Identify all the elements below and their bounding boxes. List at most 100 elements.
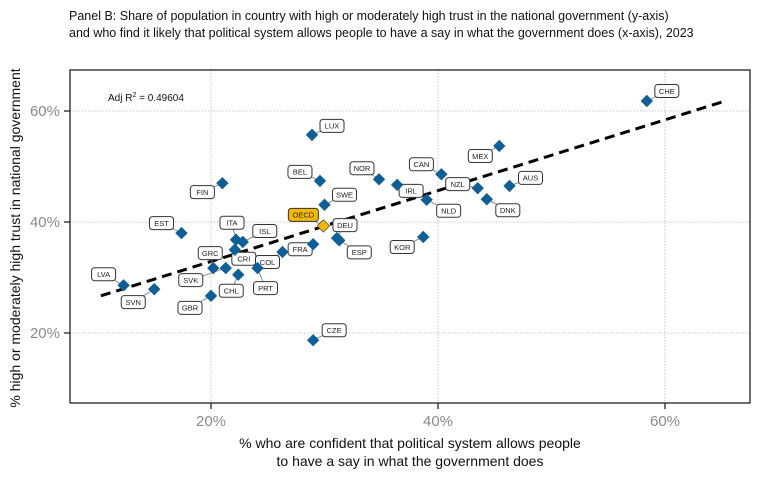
label-text: LVA (97, 270, 110, 279)
label-box (349, 161, 375, 176)
point-markers (117, 94, 654, 347)
label-text: ITA (226, 219, 237, 228)
x-tick-label: 20% (196, 413, 226, 430)
label-box (197, 246, 223, 261)
label-ita: ITA (219, 215, 245, 240)
point-aus (503, 179, 516, 193)
label-nor: NOR (349, 161, 380, 180)
point-esp (333, 234, 346, 247)
label-box (177, 300, 203, 315)
label-box (178, 273, 204, 288)
label-text: CRI (237, 255, 250, 264)
label-box (287, 207, 319, 222)
gridlines (70, 70, 750, 403)
label-box (467, 148, 493, 163)
label-text: DEU (337, 221, 353, 230)
point-ita (229, 233, 243, 246)
point-nzl (471, 181, 484, 195)
label-text: NOR (354, 164, 371, 173)
data-points: LVA SVN EST FIN GBR GRC SVK CHL ITA ISL CRI PRT COL F… (91, 84, 680, 347)
label-text: IRL (405, 187, 417, 196)
label-text: EST (154, 219, 169, 228)
label-box (389, 239, 415, 254)
label-text: OECD (293, 211, 315, 220)
label-che: CHE (646, 84, 680, 102)
label-lva: LVA (91, 267, 124, 286)
label-nld: NLD (426, 199, 462, 218)
label-cze: CZE (312, 323, 347, 341)
regression-line (100, 100, 723, 298)
x-axis-title-line-1: % who are confident that political syste… (239, 435, 581, 451)
label-box (218, 283, 244, 298)
chart-title-line-1: Panel B: Share of population in country … (69, 9, 669, 23)
label-text: CZE (327, 326, 342, 335)
label-bel: BEL (287, 164, 321, 182)
label-text: COL (260, 258, 275, 267)
point-fra (306, 238, 320, 251)
point-est (175, 226, 188, 240)
label-oecd: OECD (287, 207, 324, 227)
chart-title: Panel B: Share of population in country … (69, 8, 694, 42)
label-box (219, 215, 245, 230)
adj-r2-sup: 2 (132, 92, 136, 99)
label-box (321, 323, 347, 338)
plot-frame (69, 69, 751, 404)
label-isl: ISL (242, 223, 278, 243)
point-cri (228, 243, 242, 256)
label-svk: SVK (178, 267, 226, 288)
label-box (252, 223, 278, 238)
label-col: COL (255, 251, 283, 269)
point-chl (232, 268, 245, 281)
adj-r2-annotation: Adj R2 = 0.49604 (108, 92, 184, 104)
x-tick-label: 60% (650, 413, 680, 430)
label-text: CHE (659, 87, 675, 96)
label-text: CAN (413, 160, 429, 169)
label-text: PRT (258, 284, 273, 293)
point-irl (390, 178, 404, 192)
point-lux (305, 128, 319, 142)
label-lux: LUX (311, 118, 345, 136)
label-chl: CHL (218, 274, 244, 298)
label-aus: AUS (509, 170, 544, 187)
point-che (640, 94, 654, 108)
label-est: EST (148, 216, 182, 234)
label-nzl: NZL (445, 177, 478, 192)
label-text: SWE (336, 191, 353, 200)
label-swe: SWE (324, 187, 357, 206)
label-text: LUX (325, 122, 340, 131)
label-text: GBR (182, 304, 199, 313)
point-mex (493, 139, 506, 153)
label-box (148, 216, 174, 231)
adj-r2-value: = 0.49604 (136, 93, 184, 104)
point-swe (318, 198, 331, 211)
label-fra: FRA (287, 242, 314, 257)
axis-ticks: 20% 40% 60% 20% 40% 60% (30, 103, 680, 430)
label-box (436, 203, 462, 218)
label-text: DNK (500, 206, 516, 215)
y-tick-label: 20% (30, 325, 60, 342)
point-cze (306, 334, 320, 347)
label-box (120, 295, 146, 310)
point-gbr (204, 289, 218, 303)
label-box (654, 84, 680, 99)
adj-r2-prefix: Adj R (108, 93, 132, 104)
label-text: AUS (523, 174, 538, 183)
label-text: SVN (126, 298, 141, 307)
label-can: CAN (408, 157, 442, 175)
label-mex: MEX (467, 145, 500, 163)
label-box (495, 203, 521, 218)
label-text: KOR (394, 243, 411, 252)
point-labels: LVA SVN EST FIN GBR GRC SVK CHL ITA ISL CRI PRT COL F… (91, 84, 680, 341)
point-nld (420, 193, 433, 206)
label-text: ESP (352, 248, 367, 257)
label-prt: PRT (253, 267, 279, 296)
label-box (319, 118, 345, 133)
point-bel (313, 174, 327, 188)
label-text: GRC (202, 249, 219, 258)
label-gbr: GBR (177, 295, 212, 315)
label-box (253, 281, 279, 296)
label-box (445, 177, 471, 192)
label-cri: CRI (231, 249, 257, 266)
label-grc: GRC (197, 246, 223, 269)
